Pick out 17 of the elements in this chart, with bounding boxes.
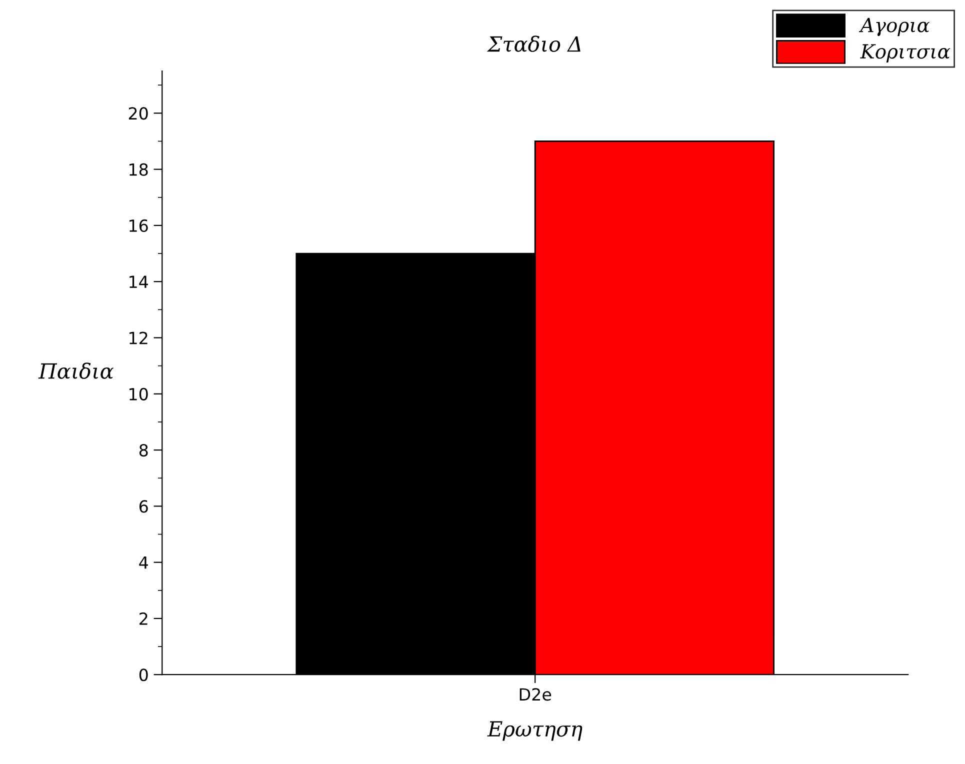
y-tick-label: 10 bbox=[130, 388, 148, 400]
y-tick-label: 20 bbox=[128, 107, 148, 120]
chart-title: Σταδιο Δ bbox=[486, 36, 580, 52]
legend-label: Αγορια bbox=[858, 18, 930, 36]
y-tick-label: 16 bbox=[130, 219, 148, 232]
y-tick-label: 18 bbox=[130, 163, 148, 176]
y-tick-label: 14 bbox=[130, 276, 148, 288]
y-tick-label: 2 bbox=[140, 612, 148, 625]
y-tick-label: 0 bbox=[139, 668, 148, 682]
x-axis-title: Ερωτηση bbox=[487, 721, 582, 741]
y-axis-title: Παιδια bbox=[38, 362, 114, 379]
y-tick-label: 8 bbox=[139, 444, 148, 457]
y-tick-label: 6 bbox=[139, 500, 148, 513]
y-tick-label: 12 bbox=[130, 332, 148, 344]
x-tick-label: D2e bbox=[520, 688, 552, 701]
legend-label: Κοριτσια bbox=[860, 44, 950, 62]
y-tick-label: 4 bbox=[139, 556, 148, 569]
